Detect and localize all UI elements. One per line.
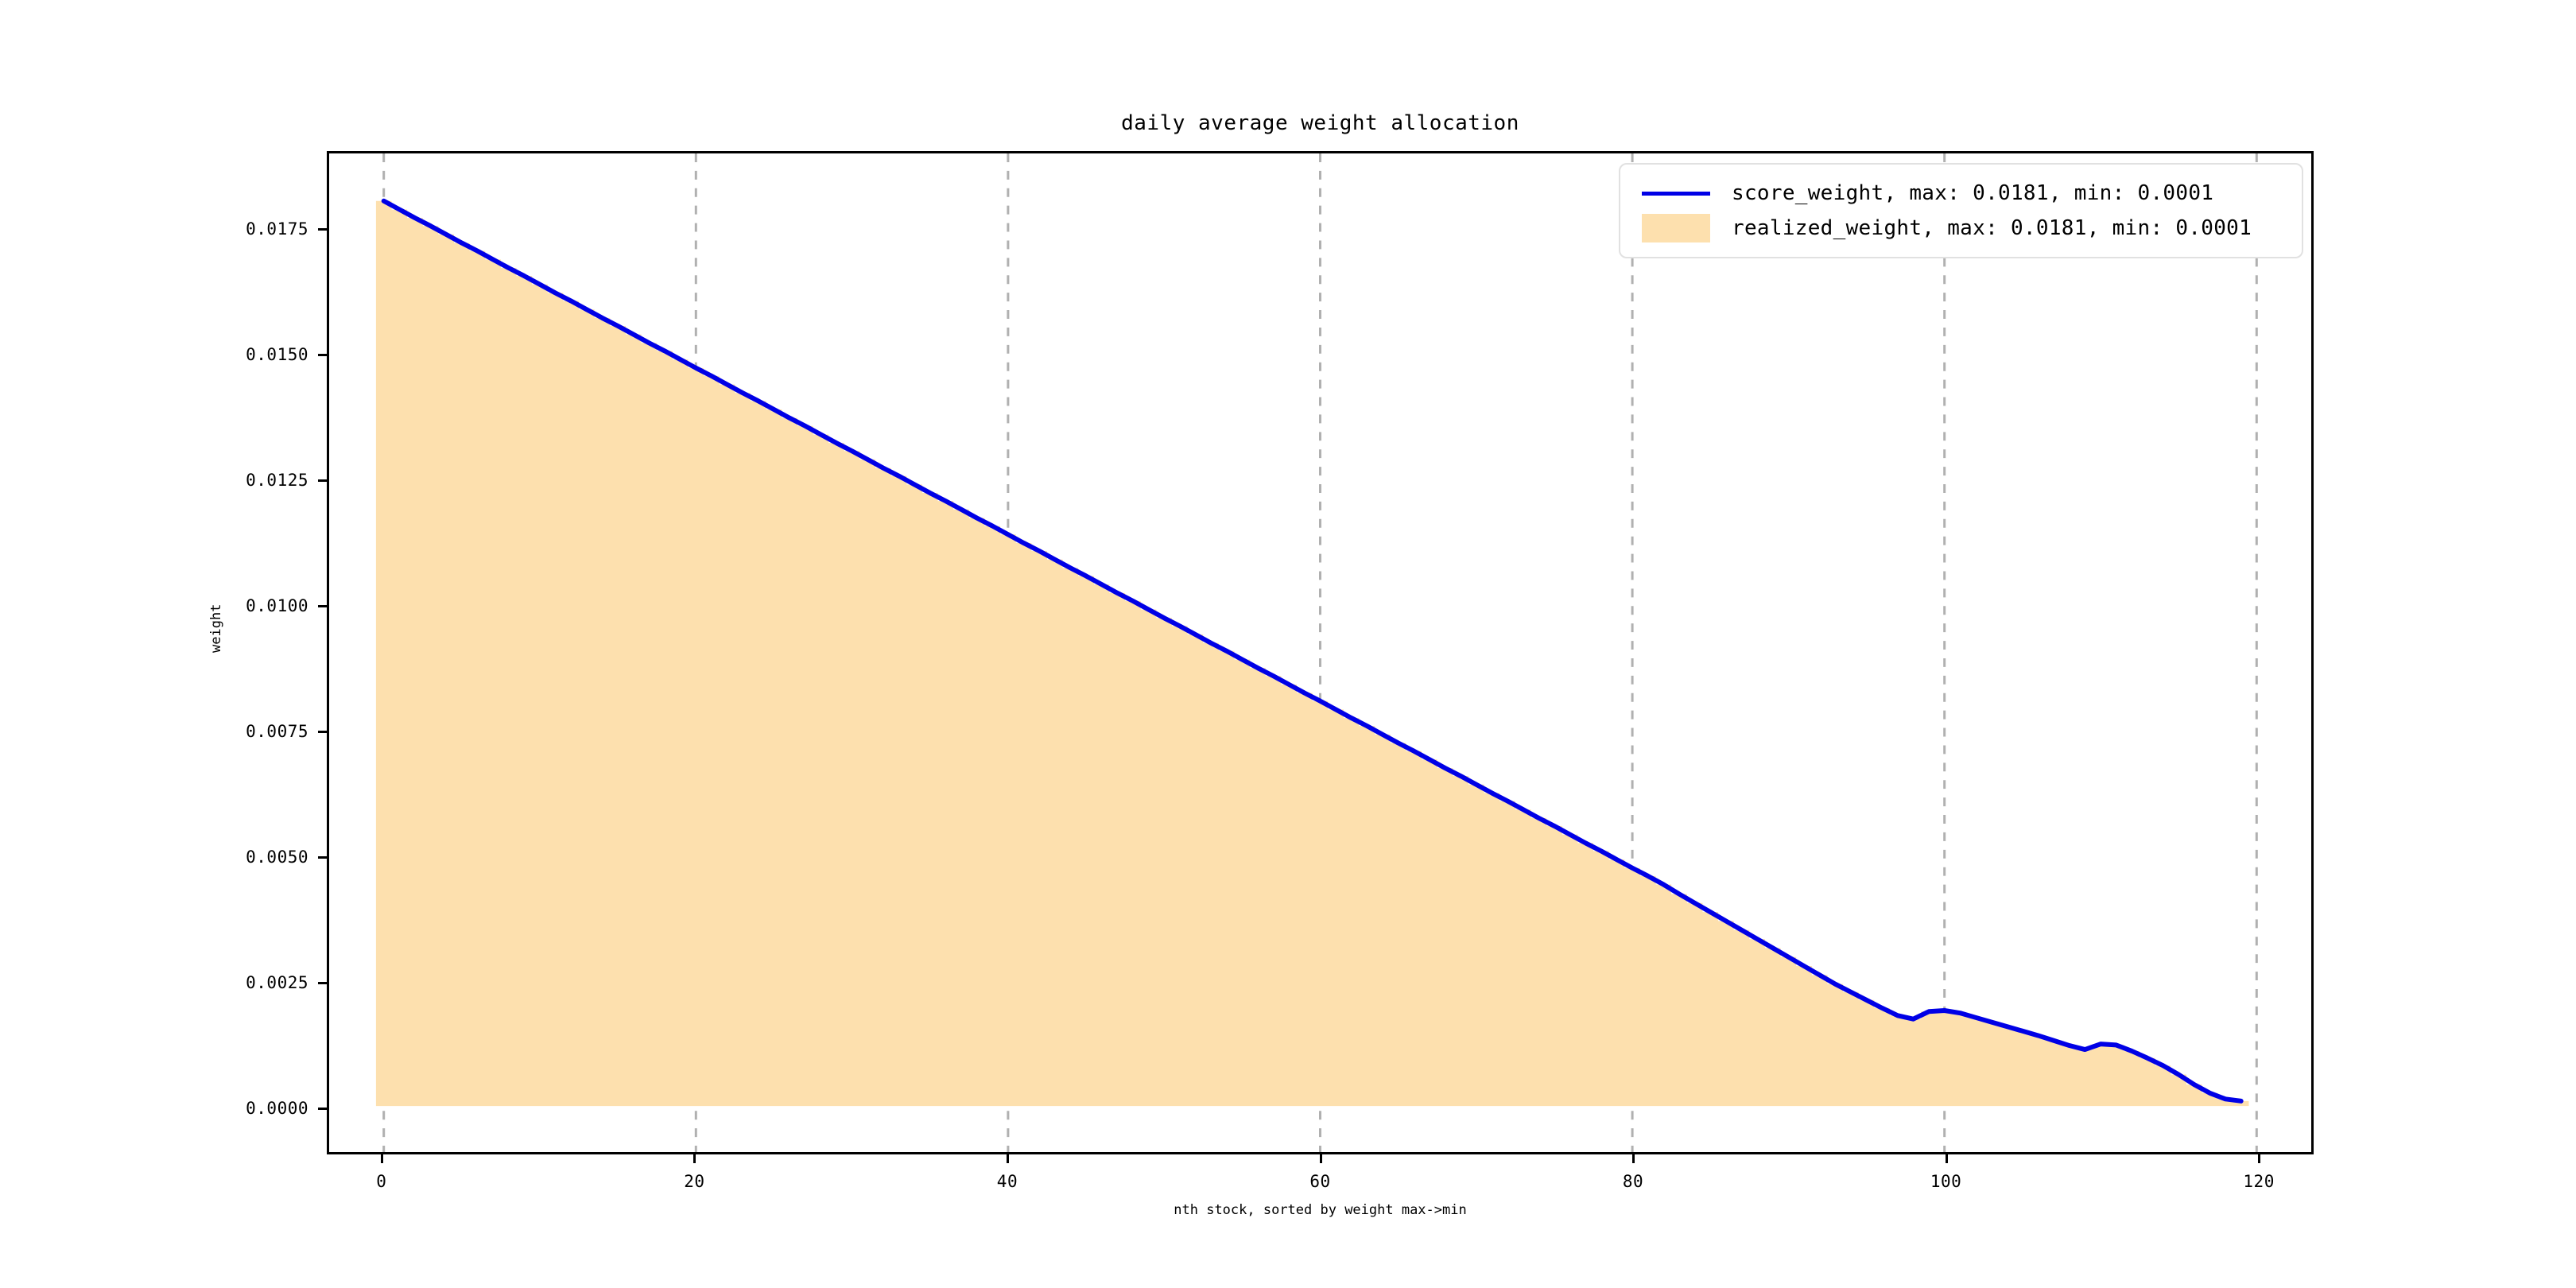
x-tick-label: 100 (1930, 1172, 1962, 1191)
y-tick-label: 0.0050 (246, 847, 308, 867)
x-tick-mark (1319, 1154, 1322, 1163)
y-tick-label: 0.0175 (246, 219, 308, 239)
x-tick-mark (1006, 1154, 1009, 1163)
x-tick-label: 120 (2243, 1172, 2275, 1191)
x-tick-label: 40 (996, 1172, 1018, 1191)
y-tick-mark (318, 981, 327, 984)
legend-label-realized-weight: realized_weight, max: 0.0181, min: 0.000… (1732, 216, 2252, 240)
y-tick-label: 0.0075 (246, 721, 308, 741)
y-tick-mark (318, 855, 327, 859)
y-tick-label: 0.0125 (246, 470, 308, 490)
legend-item-realized-weight[interactable]: realized_weight, max: 0.0181, min: 0.000… (1631, 211, 2287, 246)
x-tick-label: 0 (376, 1172, 387, 1191)
score-weight-line (381, 198, 2244, 1104)
y-tick-mark (318, 730, 327, 733)
x-tick-mark (1945, 1154, 1948, 1163)
y-tick-mark (318, 479, 327, 482)
y-tick-mark (318, 604, 327, 607)
x-tick-mark (380, 1154, 383, 1163)
y-axis-label: weight (208, 603, 224, 653)
y-tick-label: 0.0025 (246, 972, 308, 992)
x-axis-label: nth stock, sorted by weight max->min (1174, 1202, 1467, 1218)
legend-label-score-weight: score_weight, max: 0.0181, min: 0.0001 (1732, 181, 2214, 205)
chart-legend[interactable]: score_weight, max: 0.0181, min: 0.0001 r… (1619, 163, 2303, 258)
legend-item-score-weight[interactable]: score_weight, max: 0.0181, min: 0.0001 (1631, 176, 2287, 211)
y-tick-mark (318, 1107, 327, 1110)
plot-area (329, 153, 2311, 1152)
plot-svg (375, 153, 2258, 1152)
x-tick-label: 20 (684, 1172, 705, 1191)
x-tick-label: 80 (1622, 1172, 1644, 1191)
y-tick-label: 0.0150 (246, 344, 308, 364)
x-tick-mark (1632, 1154, 1635, 1163)
x-tick-mark (693, 1154, 696, 1163)
x-tick-label: 60 (1309, 1172, 1331, 1191)
y-tick-label: 0.0000 (246, 1098, 308, 1118)
legend-line-swatch-icon (1631, 191, 1721, 196)
x-tick-mark (2258, 1154, 2261, 1163)
y-tick-label: 0.0100 (246, 596, 308, 615)
y-tick-mark (318, 353, 327, 356)
legend-patch-swatch-icon (1631, 214, 1721, 242)
y-tick-mark (318, 227, 327, 231)
realized-weight-area (375, 200, 2249, 1107)
chart-title: daily average weight allocation (1121, 111, 1519, 135)
plot-axes (327, 151, 2314, 1154)
